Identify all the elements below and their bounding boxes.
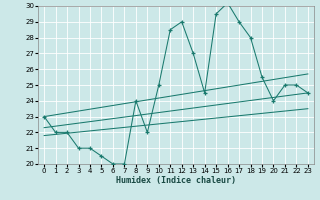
X-axis label: Humidex (Indice chaleur): Humidex (Indice chaleur) [116, 176, 236, 185]
